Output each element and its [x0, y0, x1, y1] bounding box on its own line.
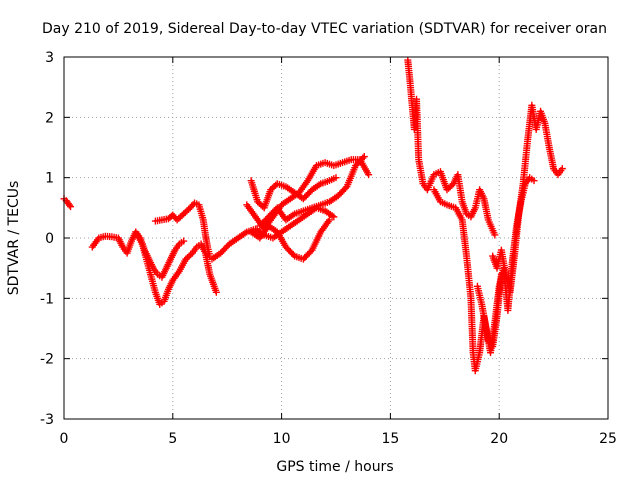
series-arc-1	[60, 195, 75, 211]
data-point	[187, 251, 195, 259]
y-tick-label: -2	[40, 352, 54, 368]
data-point	[330, 213, 338, 221]
x-tick-label: 10	[273, 431, 291, 447]
x-tick-label: 25	[599, 431, 617, 447]
data-point	[341, 184, 349, 192]
data-point	[332, 174, 340, 182]
x-tick-label: 0	[60, 431, 69, 447]
y-tick-label: 1	[45, 171, 54, 187]
y-tick-label: 2	[45, 110, 54, 126]
series-arc-13	[489, 101, 566, 296]
series-arc-4	[151, 199, 214, 260]
grid	[64, 57, 608, 419]
data-point	[212, 288, 220, 296]
series-arc-7	[247, 174, 340, 212]
y-tick-label: -3	[40, 412, 54, 428]
data-point	[67, 203, 75, 211]
data-point	[359, 154, 367, 162]
data-point	[558, 165, 566, 173]
x-tick-label: 20	[490, 431, 508, 447]
chart-title: Day 210 of 2019, Sidereal Day-to-day VTE…	[42, 21, 607, 37]
data-point	[325, 216, 333, 224]
series-arc-10	[404, 56, 499, 239]
axes: 0 5 10 15 20 25 -3 -2 -1 0 1 2 3	[40, 50, 617, 447]
data-point	[530, 177, 538, 185]
data-point	[365, 171, 373, 179]
series-arc-3	[132, 228, 188, 281]
y-tick-label: 3	[45, 50, 54, 66]
data-point	[65, 201, 73, 209]
y-tick-label: -1	[40, 291, 54, 307]
data-point	[360, 153, 368, 161]
x-tick-label: 5	[168, 431, 177, 447]
data-point	[307, 248, 315, 256]
series-arc-6	[247, 216, 333, 263]
x-tick-label: 15	[381, 431, 399, 447]
series-arc-9	[256, 153, 368, 230]
data-point	[491, 231, 499, 239]
data-point	[180, 237, 188, 245]
data-marks	[60, 56, 566, 375]
y-tick-label: 0	[45, 231, 54, 247]
data-point	[185, 205, 193, 213]
data-point	[272, 181, 280, 189]
x-axis-label: GPS time / hours	[276, 459, 393, 475]
data-point	[289, 251, 297, 259]
y-axis-label: SDTVAR / TECUs	[6, 181, 22, 296]
